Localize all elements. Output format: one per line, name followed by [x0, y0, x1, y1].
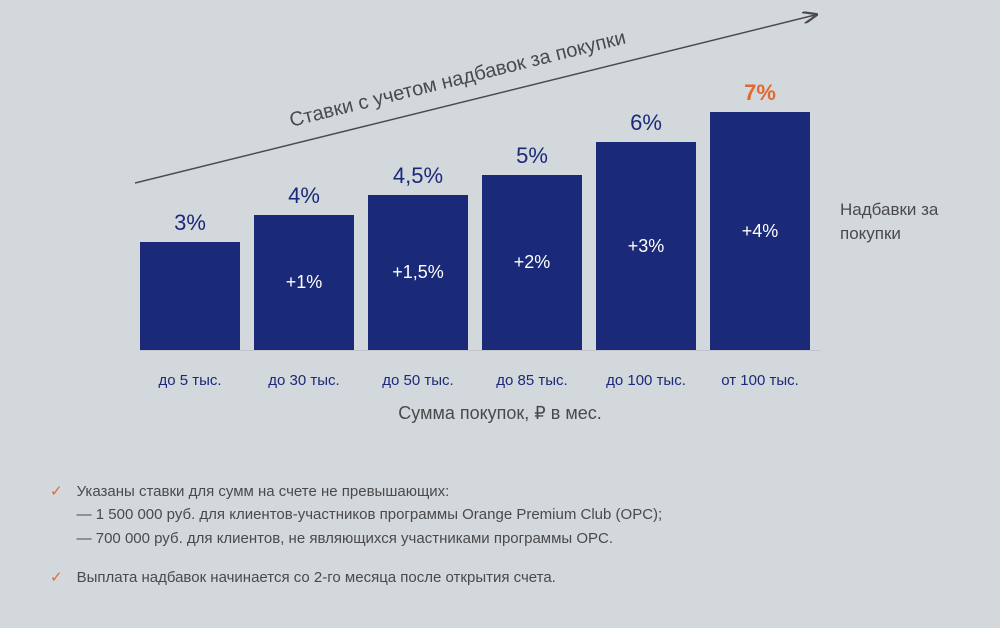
check-icon: ✓ [50, 566, 63, 589]
footnote-item: ✓ Выплата надбавок начинается со 2-го мес… [50, 566, 950, 589]
side-label: Надбавки за покупки [840, 198, 960, 246]
bar-inner-label: +2% [514, 252, 551, 273]
x-axis-label: до 50 тыс. [368, 372, 468, 389]
bar-top-label: 4,5% [393, 163, 443, 189]
bar-rect: +2% [482, 175, 582, 350]
footnote-subline: — 1 500 000 руб. для клиентов-участников… [77, 503, 663, 526]
x-axis-title: Сумма покупок, ₽ в мес. [140, 403, 860, 424]
bar-inner-label: +4% [742, 221, 779, 242]
bar-top-label: 4% [288, 183, 320, 209]
bar-rect: +1,5% [368, 195, 468, 350]
bar-rect: +1% [254, 215, 354, 350]
x-axis-line [140, 350, 820, 351]
bar-top-label: 5% [516, 143, 548, 169]
footnote-body: Выплата надбавок начинается со 2-го меся… [77, 566, 556, 589]
footnote-lead: Выплата надбавок начинается со 2-го меся… [77, 569, 556, 586]
bar-column: 4% +1% [254, 183, 354, 350]
bar-inner-label: +1% [286, 272, 323, 293]
x-labels-row: до 5 тыс. до 30 тыс. до 50 тыс. до 85 тыс. д… [140, 372, 860, 389]
bar-column: 7% +4% [710, 80, 810, 350]
footnote-item: ✓ Указаны ставки для сумм на счете не пре… [50, 480, 950, 550]
bar-top-label: 3% [174, 210, 206, 236]
check-icon: ✓ [50, 480, 63, 503]
x-axis-label: до 5 тыс. [140, 372, 240, 389]
x-axis-label: до 85 тыс. [482, 372, 582, 389]
bar-inner-label: +1,5% [392, 262, 444, 283]
bars-row: 3% 4% +1% 4,5% +1,5% 5% +2% 6% +3% 7% +4% [140, 60, 860, 350]
bar-column: 3% [140, 210, 240, 350]
bar-rect: +4% [710, 112, 810, 350]
footnotes: ✓ Указаны ставки для сумм на счете не пре… [50, 480, 950, 605]
bar-column: 4,5% +1,5% [368, 163, 468, 350]
x-axis-label: от 100 тыс. [710, 372, 810, 389]
bar-top-label: 6% [630, 110, 662, 136]
bar-rect [140, 242, 240, 350]
x-axis-label: до 100 тыс. [596, 372, 696, 389]
bar-column: 6% +3% [596, 110, 696, 350]
rates-chart: Ставки с учетом надбавок за покупки 3%4%… [140, 60, 860, 424]
bar-top-label: 7% [744, 80, 776, 106]
footnote-subline: — 700 000 руб. для клиентов, не являющих… [77, 527, 663, 550]
x-axis-label: до 30 тыс. [254, 372, 354, 389]
bar-inner-label: +3% [628, 236, 665, 257]
footnote-lead: Указаны ставки для сумм на счете не прев… [77, 483, 450, 500]
bar-column: 5% +2% [482, 143, 582, 350]
footnote-body: Указаны ставки для сумм на счете не прев… [77, 480, 663, 550]
bar-rect: +3% [596, 142, 696, 350]
